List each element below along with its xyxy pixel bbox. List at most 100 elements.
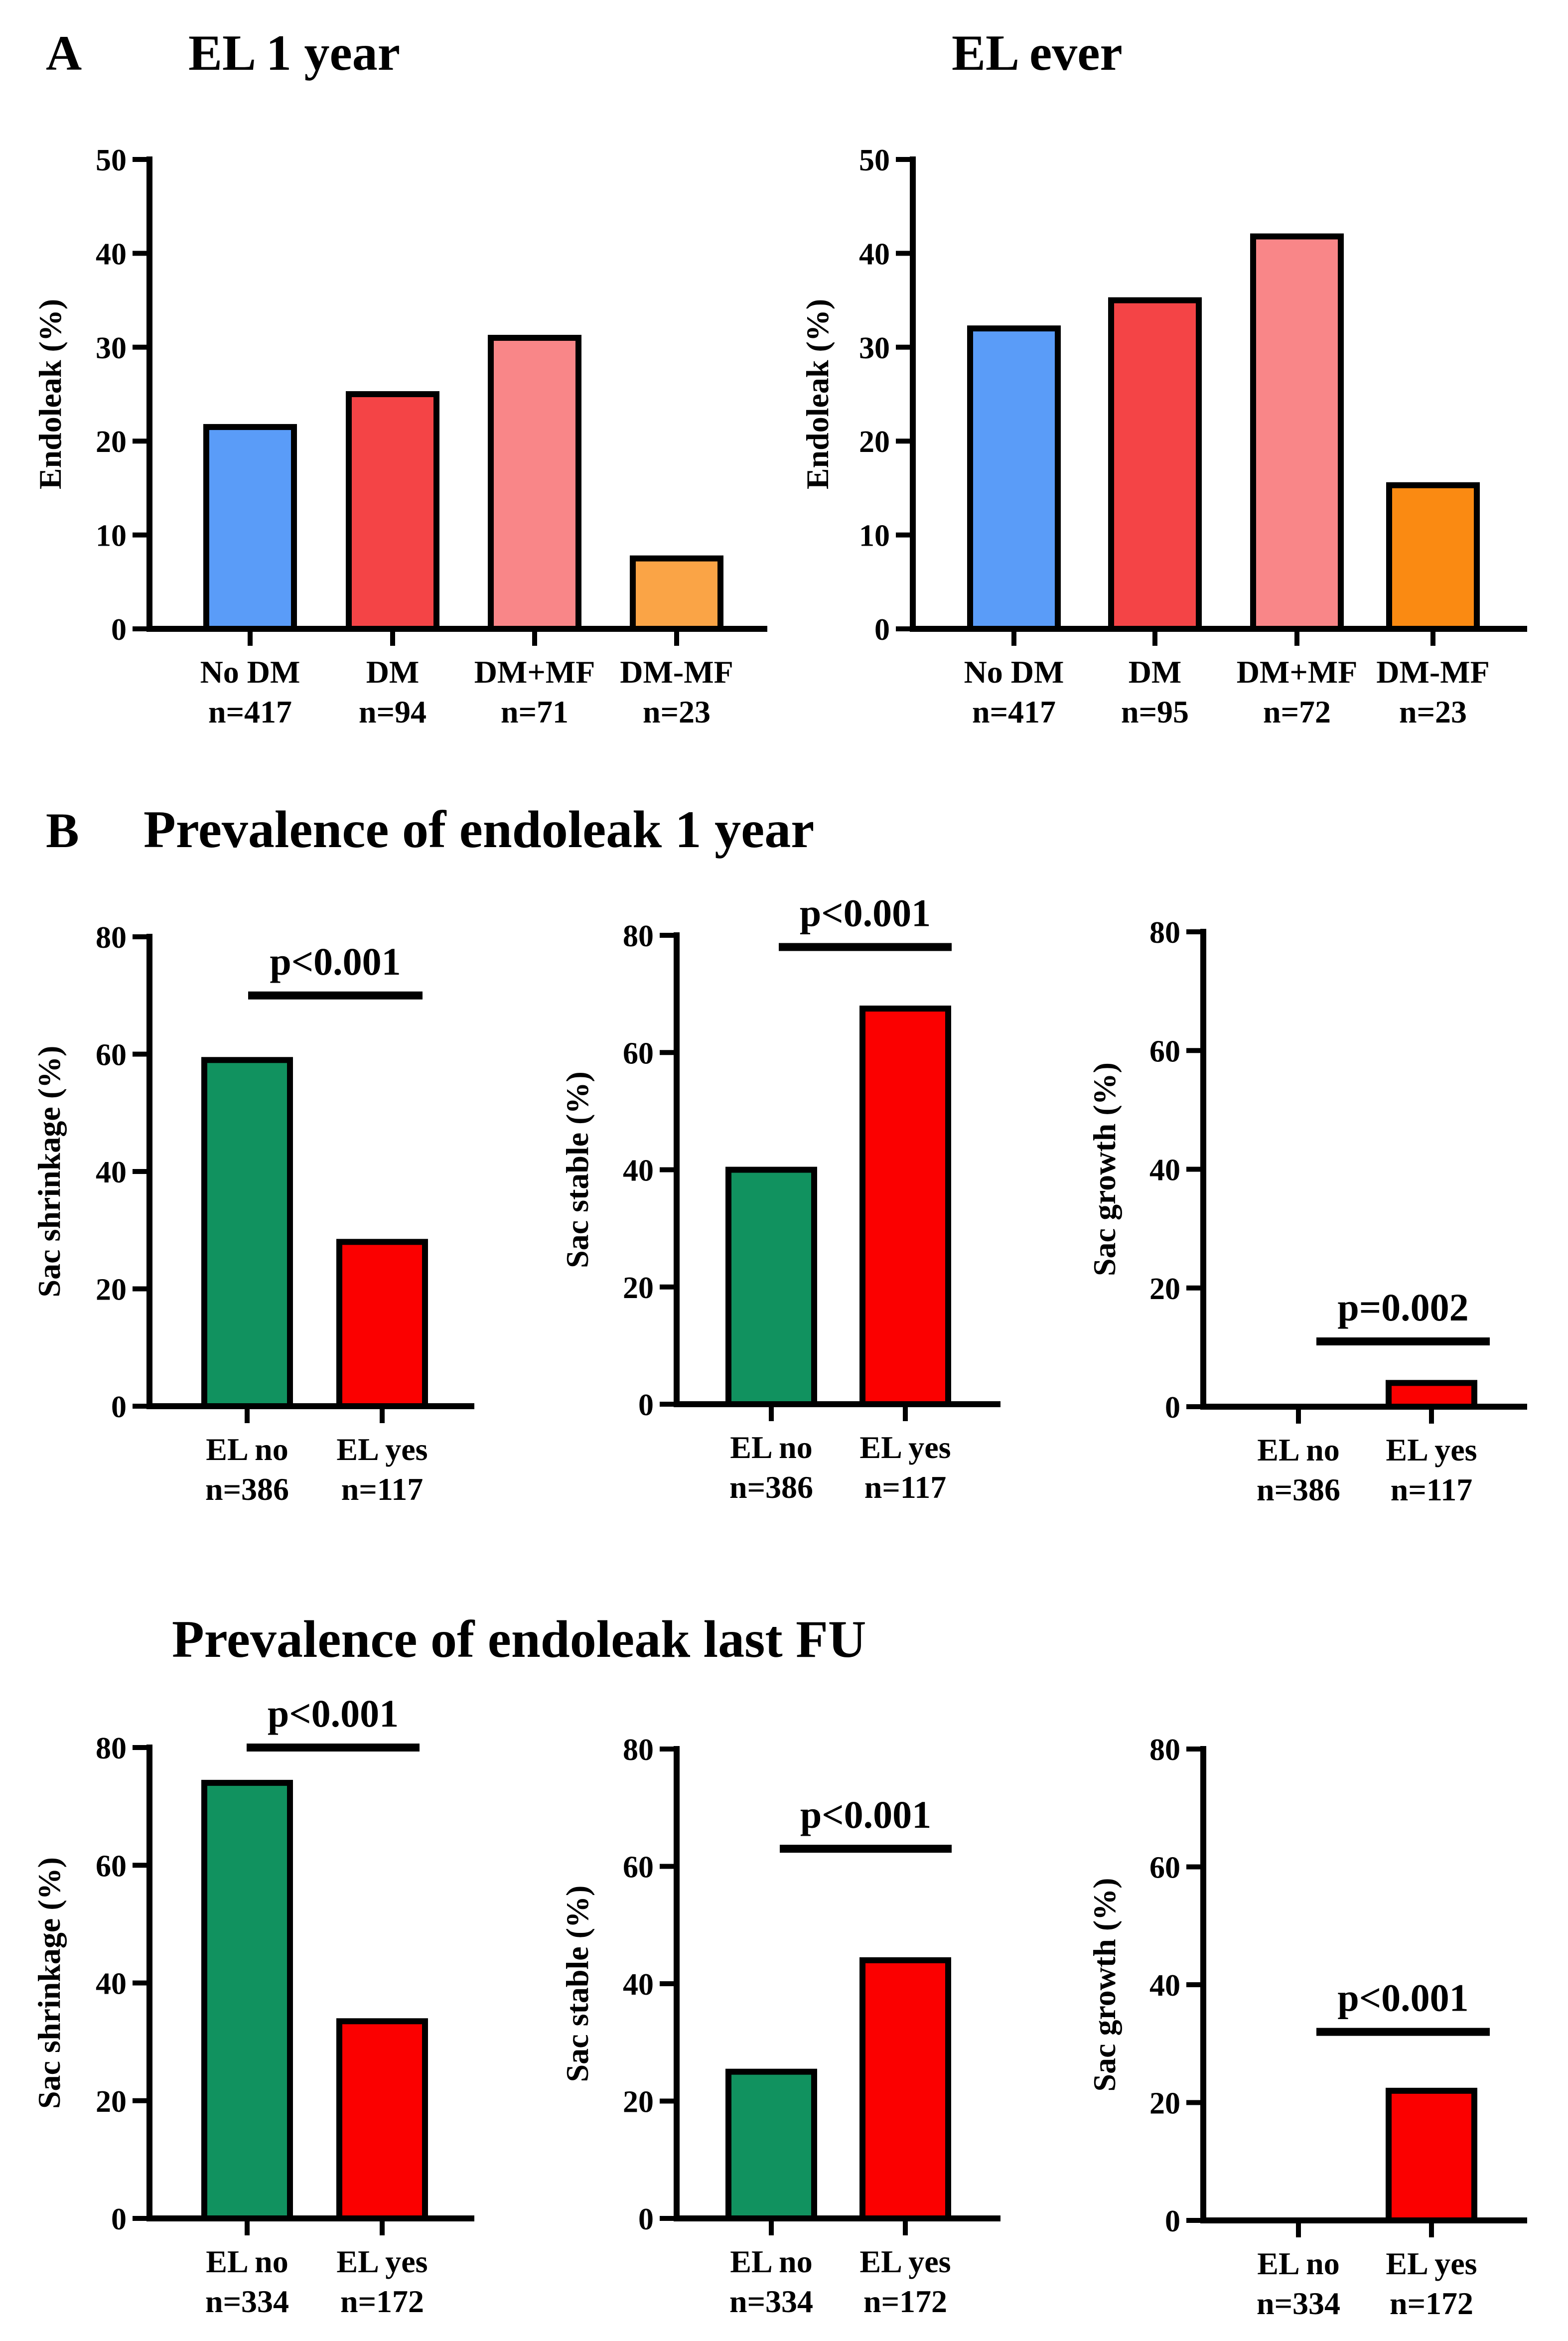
chart-c3: 0 20 40 60 80 Sac growth (%) EL no n=334 EL yes n… [1087,1733,1527,2321]
panel-a-letter: A [46,25,82,81]
bar-a1-2 [488,334,581,632]
section-c-title: Prevalence of endoleak last FU [172,1610,866,1668]
category-label: EL no [1257,2246,1339,2281]
bar-b1-1 [336,1239,428,1410]
y-tick-label: 60 [623,1036,654,1070]
p-value-label: p<0.001 [270,940,401,983]
y-tick-label: 0 [111,1390,127,1424]
category-n-label: n=334 [1257,2286,1340,2321]
y-tick-label: 60 [1149,1851,1180,1885]
y-tick-label: 20 [1149,1272,1180,1306]
bar-c2-0 [725,2068,817,2221]
category-n-label: n=172 [340,2284,424,2319]
y-tick-label: 20 [623,2085,654,2119]
y-tick-label: 20 [1149,2087,1180,2121]
y-tick-label: 10 [859,519,890,553]
y-tick-label: 40 [96,1156,127,1189]
p-value-label: p<0.001 [268,1692,399,1735]
category-n-label: n=117 [1391,1472,1473,1507]
y-tick-label: 0 [874,613,890,647]
y-axis-label: Sac stable (%) [560,1886,595,2082]
category-label: DM [366,654,420,690]
y-tick-label: 0 [638,1388,654,1422]
y-tick-label: 20 [623,1271,654,1305]
y-axis-label: Sac stable (%) [560,1071,595,1268]
bar-b3-1 [1386,1380,1477,1410]
category-label: EL yes [336,1432,428,1467]
category-label: DM+MF [1237,654,1358,690]
chart-c2: 0 20 40 60 80 Sac stable (%) EL no n=334 EL yes n… [560,1733,1000,2319]
bar-a2-0 [967,325,1061,632]
y-tick-label: 0 [111,2202,127,2236]
y-tick-label: 60 [96,1038,127,1072]
charts-layer: EL 1 year 0 10 20 30 40 50 Endoleak (%) No DM n=4… [31,25,1527,2321]
bar-a1-0 [203,424,297,632]
y-tick-label: 50 [96,144,127,177]
y-tick-label: 10 [96,519,127,553]
y-tick-label: 40 [859,237,890,271]
y-tick-label: 30 [859,331,890,365]
y-tick-label: 80 [96,921,127,955]
y-tick-label: 80 [623,1733,654,1767]
chart-b2: 0 20 40 60 80 Sac stable (%) EL no n=386 EL yes n… [560,891,1000,1505]
y-tick-label: 20 [96,1273,127,1307]
category-n-label: n=334 [205,2284,289,2319]
y-tick-label: 40 [96,1967,127,2001]
category-n-label: n=23 [1399,694,1467,730]
category-label: EL yes [859,2244,951,2279]
category-label: EL no [206,1432,288,1467]
bar-b2-1 [859,1006,951,1407]
y-axis-label: Sac growth (%) [1087,1878,1122,2092]
y-tick-label: 30 [96,331,127,365]
category-label: EL yes [859,1430,951,1465]
bar-a2-1 [1108,297,1202,632]
category-n-label: n=95 [1121,694,1189,730]
category-label: EL no [730,1430,812,1465]
category-label: No DM [964,654,1064,690]
y-axis-label: Endoleak (%) [32,299,68,489]
chart-a1: EL 1 year 0 10 20 30 40 50 Endoleak (%) No DM n=4… [32,25,767,730]
category-label: EL yes [1386,1432,1477,1467]
category-n-label: n=172 [1390,2286,1473,2321]
category-label: DM+MF [474,654,595,690]
chart-c1: 0 20 40 60 80 Sac shrinkage (%) EL no n=334 EL y… [31,1692,474,2319]
y-tick-label: 0 [638,2202,654,2236]
p-value-label: p<0.001 [800,891,931,935]
chart-title: EL 1 year [188,25,400,81]
category-n-label: n=417 [208,694,292,730]
category-n-label: n=23 [643,694,711,730]
chart-b1: 0 20 40 60 80 Sac shrinkage (%) EL no n=386 EL y… [31,921,474,1507]
y-tick-label: 40 [96,237,127,271]
y-tick-label: 20 [96,425,127,459]
category-label: EL no [206,2244,288,2279]
y-tick-label: 80 [96,1732,127,1765]
chart-title: EL ever [952,25,1123,81]
y-tick-label: 40 [1149,1154,1180,1187]
p-value-label: p<0.001 [1337,1976,1468,2020]
chart-b3: 0 20 40 60 80 Sac growth (%) EL no n=386 EL yes n… [1087,916,1527,1507]
p-value-label: p<0.001 [800,1793,931,1836]
bar-a2-3 [1386,482,1480,632]
y-tick-label: 80 [623,919,654,953]
category-n-label: n=417 [972,694,1056,730]
y-tick-label: 20 [859,425,890,459]
bar-a2-2 [1250,233,1344,632]
y-tick-label: 20 [96,2085,127,2119]
y-axis-label: Endoleak (%) [800,299,835,489]
category-label: EL yes [336,2244,428,2279]
category-n-label: n=71 [501,694,569,730]
y-tick-label: 40 [623,1154,654,1188]
bar-c2-1 [859,1957,951,2221]
section-b-title: Prevalence of endoleak 1 year [143,800,814,859]
category-n-label: n=72 [1263,694,1331,730]
category-label: EL no [730,2244,812,2279]
y-tick-label: 40 [1149,1969,1180,2003]
category-n-label: n=386 [729,1469,813,1505]
category-n-label: n=334 [729,2284,813,2319]
bar-a1-1 [346,391,439,632]
category-label: DM-MF [620,654,733,690]
y-tick-label: 60 [1149,1034,1180,1068]
bar-c1-0 [201,1779,293,2221]
category-label: No DM [200,654,300,690]
